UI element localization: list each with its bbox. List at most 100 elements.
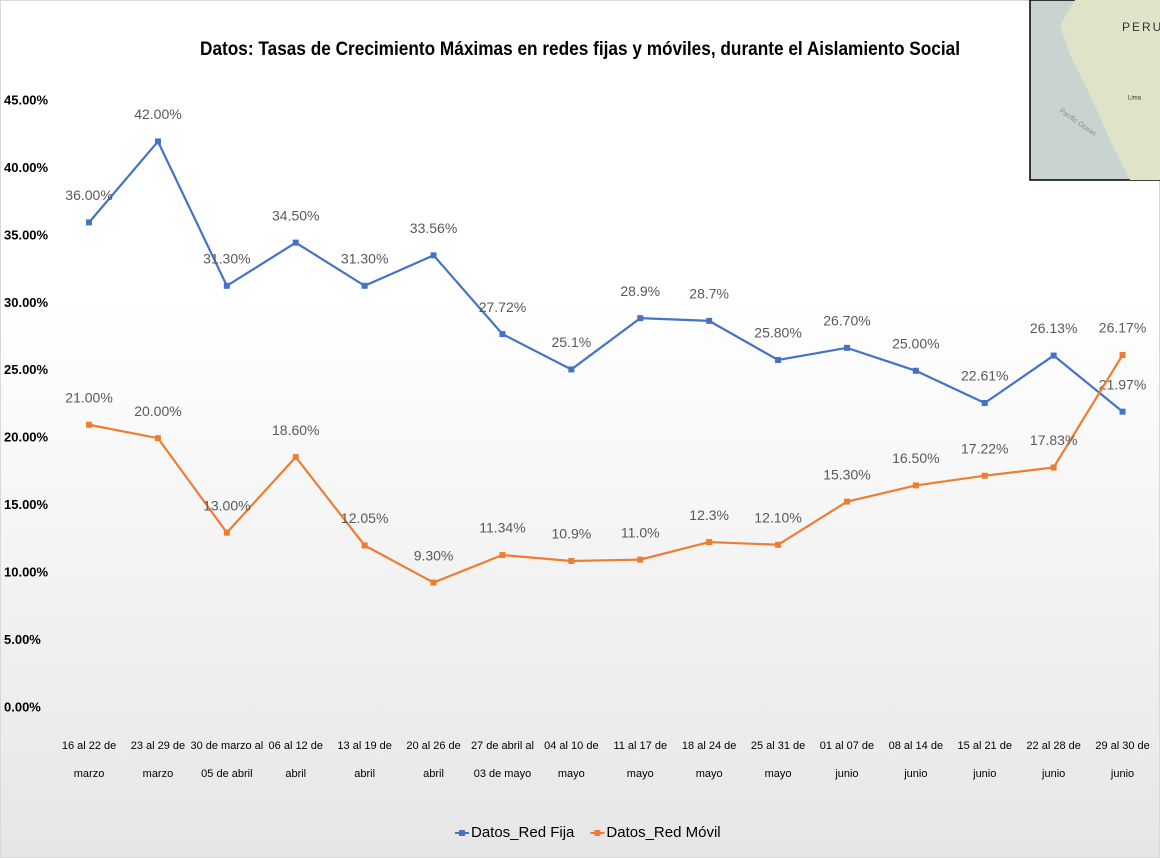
- x-tick-label: 08 al 14 de junio: [889, 740, 943, 780]
- point-marker: [292, 454, 299, 461]
- y-tick-label: 25.00%: [4, 362, 49, 377]
- x-tick-label: 06 al 12 de abril: [269, 740, 323, 780]
- data-label: 25.00%: [892, 335, 939, 351]
- data-label: 34.50%: [272, 207, 319, 223]
- point-marker: [568, 366, 575, 373]
- y-tick-label: 10.00%: [4, 565, 49, 580]
- data-label: 11.0%: [621, 524, 660, 540]
- x-tick-label: 29 al 30 de junio: [1095, 740, 1149, 780]
- point-marker: [430, 579, 437, 586]
- y-tick-label: 40.00%: [4, 160, 49, 175]
- point-marker: [361, 282, 368, 289]
- data-label: 25.1%: [551, 334, 591, 350]
- point-marker: [706, 317, 713, 324]
- x-tick-label: 25 al 31 de mayo: [751, 740, 805, 780]
- data-label: 22.61%: [961, 368, 1008, 384]
- legend-label: Datos_Red Móvil: [606, 824, 720, 841]
- point-marker: [843, 498, 850, 505]
- x-tick-label: 11 al 17 de mayo: [613, 740, 667, 780]
- point-marker: [223, 529, 230, 536]
- data-label: 31.30%: [203, 251, 250, 267]
- point-marker: [223, 282, 230, 289]
- data-label: 12.05%: [341, 510, 388, 526]
- y-tick-label: 30.00%: [4, 295, 49, 310]
- point-marker: [361, 542, 368, 549]
- data-label: 33.56%: [410, 220, 457, 236]
- y-tick-label: 15.00%: [4, 497, 49, 512]
- point-marker: [912, 367, 919, 374]
- x-tick-label: 22 al 28 de junio: [1026, 740, 1080, 780]
- point-marker: [1050, 464, 1057, 471]
- data-label: 27.72%: [479, 299, 526, 315]
- data-label: 12.3%: [689, 507, 729, 523]
- point-marker: [775, 356, 782, 363]
- x-tick-label: 16 al 22 de marzo: [62, 740, 116, 780]
- point-marker: [637, 556, 644, 563]
- data-label: 20.00%: [134, 403, 181, 419]
- data-label: 12.10%: [754, 509, 801, 525]
- point-marker: [775, 541, 782, 548]
- data-label: 25.80%: [754, 325, 801, 341]
- point-marker: [499, 331, 506, 338]
- x-tick-label: 30 de marzo al 05 de abril: [190, 740, 263, 780]
- point-marker: [843, 344, 850, 351]
- data-label: 16.50%: [892, 450, 939, 466]
- data-label: 17.22%: [961, 440, 1008, 456]
- point-marker: [706, 539, 713, 546]
- point-marker: [637, 315, 644, 322]
- series-line: [88, 139, 1124, 413]
- point-marker: [1119, 408, 1126, 415]
- point-marker: [981, 472, 988, 479]
- point-marker: [981, 400, 988, 407]
- point-marker: [430, 252, 437, 259]
- data-label: 17.83%: [1030, 432, 1077, 448]
- data-label: 11.34%: [479, 520, 525, 536]
- data-label: 31.30%: [341, 251, 388, 267]
- point-marker: [912, 482, 919, 489]
- map-land: [1060, 0, 1160, 180]
- data-label: 18.60%: [272, 422, 319, 438]
- legend-label: Datos_Red Fija: [471, 824, 575, 841]
- x-tick-label: 27 de abril al 03 de mayo: [471, 740, 534, 780]
- data-label: 13.00%: [203, 497, 250, 513]
- legend: Datos_Red Fija Datos_Red Móvil: [455, 824, 721, 841]
- data-label: 26.17%: [1099, 320, 1146, 336]
- x-tick-label: 01 al 07 de junio: [820, 740, 874, 780]
- point-marker: [499, 552, 506, 559]
- map-label: Lima: [1128, 96, 1142, 102]
- point-marker: [1050, 352, 1057, 359]
- map-inset: PERU Lima Pacific Ocean: [1029, 0, 1160, 181]
- x-tick-label: 20 al 26 de abril: [406, 740, 460, 780]
- y-tick-label: 35.00%: [4, 227, 49, 242]
- x-tick-label: 13 al 19 de abril: [337, 740, 391, 780]
- point-marker: [154, 435, 161, 442]
- data-label: 21.97%: [1099, 376, 1146, 392]
- legend-swatch-marker: [459, 830, 465, 836]
- data-label: 42.00%: [134, 106, 181, 122]
- x-tick-label: 04 al 10 de mayo: [544, 740, 598, 780]
- y-tick-label: 5.00%: [4, 632, 41, 647]
- data-label: 21.00%: [65, 389, 112, 405]
- x-tick-label: 15 al 21 de junio: [958, 740, 1012, 780]
- y-tick-label: 45.00%: [4, 92, 49, 107]
- x-tick-label: 23 al 29 de marzo: [131, 740, 185, 780]
- data-label: 15.30%: [823, 466, 870, 482]
- data-label: 28.9%: [620, 283, 660, 299]
- point-marker: [154, 138, 161, 145]
- y-tick-label: 0.00%: [4, 699, 41, 714]
- point-marker: [1119, 351, 1126, 358]
- x-tick-label: 18 al 24 de mayo: [682, 740, 736, 780]
- legend-swatch-marker: [594, 830, 601, 836]
- point-marker: [292, 239, 299, 246]
- series-line: [88, 354, 1124, 584]
- map-label: PERU: [1122, 20, 1160, 34]
- point-marker: [568, 557, 575, 564]
- data-label: 28.7%: [689, 286, 729, 302]
- data-label: 36.00%: [65, 187, 112, 203]
- data-label: 9.30%: [414, 547, 454, 563]
- y-tick-label: 20.00%: [4, 430, 49, 445]
- data-label: 26.13%: [1030, 320, 1077, 336]
